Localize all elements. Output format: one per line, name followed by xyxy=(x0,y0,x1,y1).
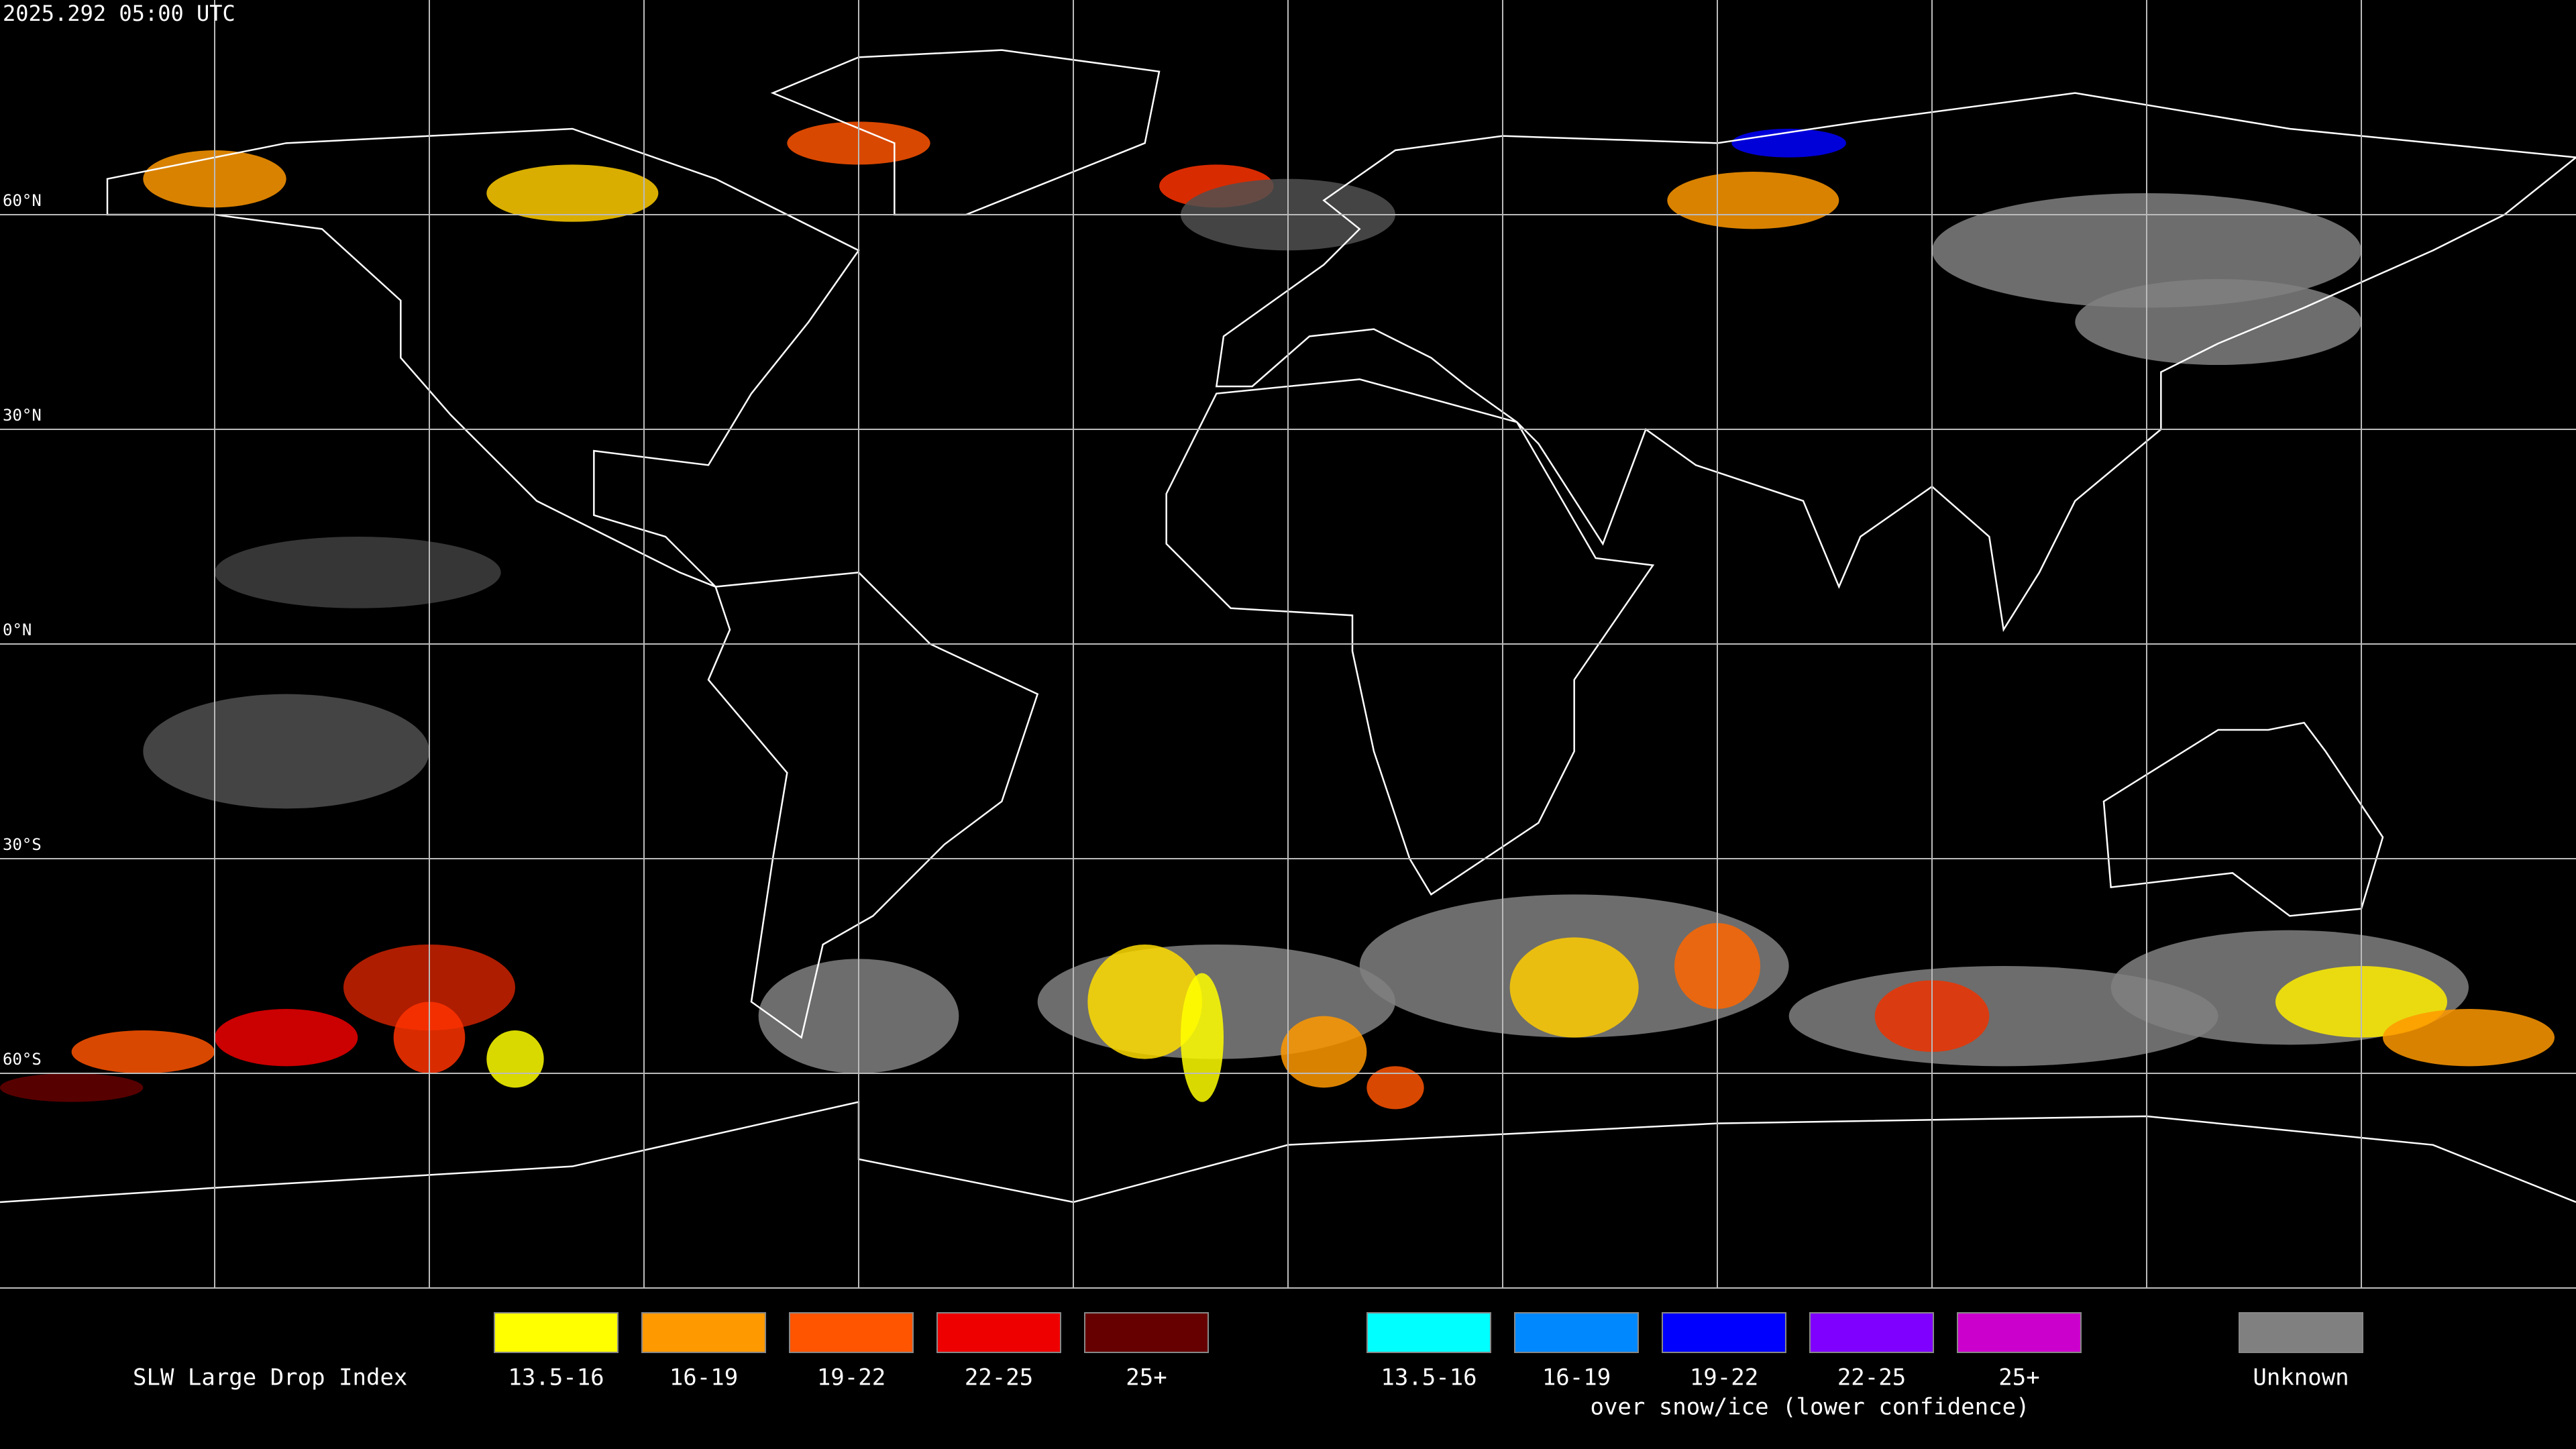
cloud-area xyxy=(486,1030,544,1088)
cloud-area xyxy=(1281,1016,1367,1088)
cloud-area xyxy=(1087,945,1202,1059)
lat-label: 60°S xyxy=(3,1050,42,1069)
coastline xyxy=(707,572,1039,1039)
legend-label: 25+ xyxy=(1998,1364,2039,1391)
legend-label: 13.5-16 xyxy=(508,1364,604,1391)
cloud-area xyxy=(1509,937,1639,1038)
legend-label: 16-19 xyxy=(669,1364,738,1391)
legend-label: 13.5-16 xyxy=(1381,1364,1477,1391)
lat-label: 0°N xyxy=(3,621,32,639)
graticule xyxy=(0,0,2576,1288)
legend-swatch xyxy=(936,1312,1061,1353)
legend-note: over snow/ice (lower confidence) xyxy=(1590,1394,2029,1421)
cloud-area xyxy=(1366,1066,1424,1110)
coastline xyxy=(106,127,860,588)
cloud-area xyxy=(71,1030,215,1073)
legend-swatch xyxy=(1957,1312,2082,1353)
lat-label: 30°S xyxy=(3,835,42,854)
cloud-area xyxy=(486,164,659,222)
cloud-area xyxy=(2075,279,2362,365)
legend-title: SLW Large Drop Index xyxy=(133,1364,407,1391)
legend-label: Unknown xyxy=(2253,1364,2349,1391)
legend-swatch xyxy=(2239,1312,2363,1353)
cloud-area xyxy=(143,694,430,809)
cloud-area xyxy=(0,1073,144,1102)
legend-label: 22-25 xyxy=(1837,1364,1906,1391)
legend-swatch xyxy=(789,1312,914,1353)
cloud-area xyxy=(215,1009,358,1067)
lat-label: 30°N xyxy=(3,406,42,425)
legend-swatch xyxy=(1084,1312,1209,1353)
legend: SLW Large Drop Index 13.5-16 16-19 19-22 22-… xyxy=(133,1312,2363,1421)
lat-label: 60°N xyxy=(3,191,42,210)
legend-label: 19-22 xyxy=(1690,1364,1758,1391)
cloud-area xyxy=(1667,171,1839,229)
legend-swatch xyxy=(1514,1312,1639,1353)
coastline xyxy=(1165,378,1655,896)
legend-label: 25+ xyxy=(1126,1364,1167,1391)
timestamp: 2025.292 05:00 UTC xyxy=(3,1,235,26)
legend-label: 16-19 xyxy=(1542,1364,1611,1391)
legend-swatch xyxy=(641,1312,766,1353)
coastline xyxy=(770,49,1161,216)
coastline xyxy=(1215,92,2576,633)
cloud-area xyxy=(1181,973,1224,1102)
legend-swatch xyxy=(1809,1312,1934,1353)
legend-label: 22-25 xyxy=(965,1364,1033,1391)
legend-swatch xyxy=(494,1312,619,1353)
legend-label: 19-22 xyxy=(817,1364,885,1391)
coastline xyxy=(2102,721,2384,917)
cloud-area xyxy=(215,537,501,608)
legend-swatch xyxy=(1366,1312,1491,1353)
legend-swatch xyxy=(1662,1312,1786,1353)
cloud-area xyxy=(2383,1009,2555,1067)
